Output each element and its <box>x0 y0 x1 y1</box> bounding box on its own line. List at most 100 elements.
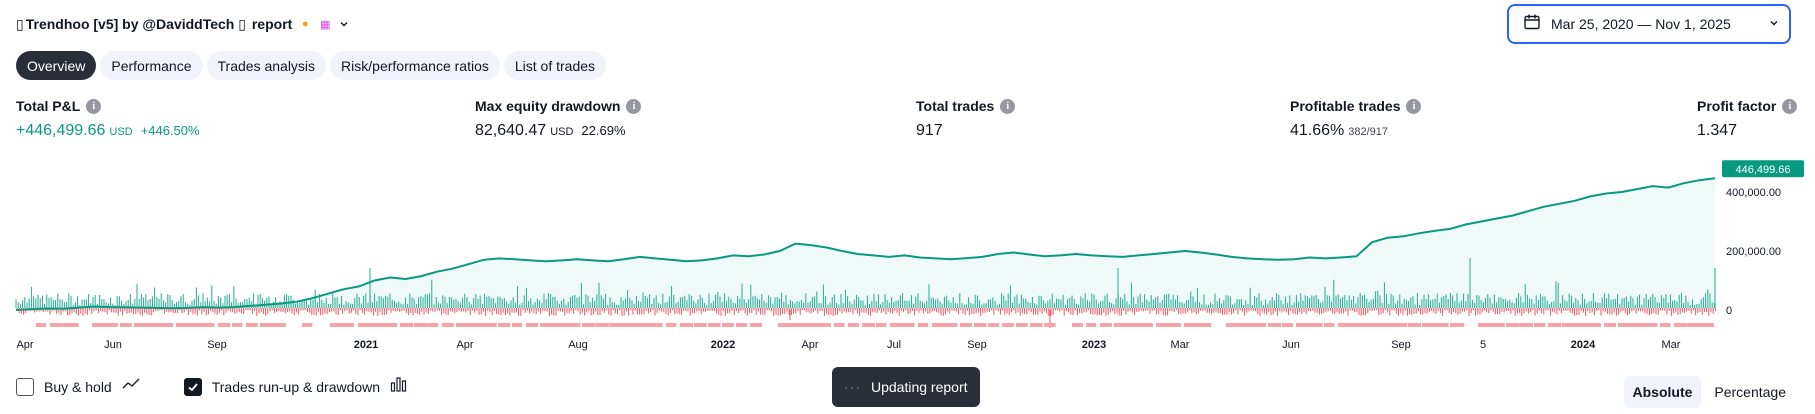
drawdown-strip-segment <box>1366 323 1381 327</box>
drawdown-strip-segment <box>106 323 118 327</box>
drawdown-strip-segment <box>1324 323 1335 327</box>
tab-trades-analysis[interactable]: Trades analysis <box>206 51 327 80</box>
percentage-option[interactable]: Percentage <box>1714 384 1786 400</box>
drawdown-strip-segment <box>260 323 275 327</box>
drawdown-strip-segment <box>848 323 859 327</box>
drawdown-strip-segment <box>960 323 973 327</box>
drawdown-strip-segment <box>456 323 471 327</box>
runup-drawdown-label: Trades run-up & drawdown <box>211 378 381 395</box>
drawdown-strip-segment <box>792 323 807 327</box>
x-axis-label: Jun <box>104 339 122 351</box>
metric-label: Total P&L <box>16 98 81 114</box>
drawdown-strip-segment <box>1142 323 1153 327</box>
drawdown-strip-segment <box>1254 323 1267 327</box>
drawdown-strip-segment <box>568 323 581 327</box>
date-range-picker[interactable]: Mar 25, 2020 — Nov 1, 2025 <box>1507 4 1791 44</box>
drawdown-strip-segment <box>386 323 398 327</box>
drawdown-strip-segment <box>512 323 523 327</box>
drawdown-strip-segment <box>722 323 734 327</box>
report-tabs: Overview Performance Trades analysis Ris… <box>16 51 607 80</box>
tab-performance[interactable]: Performance <box>100 51 203 80</box>
drawdown-strip-segment <box>358 323 374 327</box>
equity-chart-svg[interactable]: 400,000.00 200,000.00 0 446,499.66 Apr Jun Sep… <box>0 160 1815 360</box>
drawdown-strip-segment <box>484 323 497 327</box>
metric-max-drawdown: Max equity drawdown i 82,640.47 USD 22.69… <box>475 98 642 140</box>
x-axis-label: 2023 <box>1082 339 1106 351</box>
drawdown-strip-segment <box>1114 323 1130 327</box>
metric-detail: 382/917 <box>1348 126 1389 138</box>
drawdown-strip-segment <box>1674 323 1688 327</box>
drawdown-strip-segment <box>442 323 454 327</box>
scale-toggle: Absolute Percentage <box>1623 376 1796 408</box>
drawdown-strip-segment <box>92 323 107 327</box>
drawdown-strip-segment <box>1016 323 1028 327</box>
drawdown-strip-segment <box>666 323 677 327</box>
metric-value: 41.66% <box>1290 122 1345 139</box>
drawdown-strip-segment <box>526 323 539 327</box>
date-range-label: Mar 25, 2020 — Nov 1, 2025 <box>1551 16 1731 32</box>
drawdown-strip-segment <box>680 323 694 327</box>
x-axis-label: 2022 <box>711 339 735 351</box>
x-axis-label: Aug <box>568 339 588 351</box>
coin-icon: ● <box>301 18 309 30</box>
checkmark-icon <box>188 382 198 391</box>
x-axis-label: 5 <box>1480 339 1486 351</box>
equity-chart[interactable]: 400,000.00 200,000.00 0 446,499.66 Apr Jun Sep… <box>0 160 1815 360</box>
drawdown-strip-segment <box>50 323 64 327</box>
drawdown-strip-segment <box>1702 323 1715 327</box>
info-icon[interactable]: i <box>1782 98 1798 114</box>
calendar-badge-icon: ▦ <box>320 18 331 31</box>
drawdown-strip-segment <box>1422 323 1438 327</box>
drawdown-strip-segment <box>1380 323 1395 327</box>
metric-label: Total trades <box>916 98 995 114</box>
drawdown-strip-segment <box>1156 323 1172 327</box>
info-icon[interactable]: i <box>1406 98 1422 114</box>
drawdown-strip-segment <box>1044 323 1056 327</box>
metric-label: Profit factor <box>1697 98 1777 114</box>
tab-list-of-trades[interactable]: List of trades <box>503 51 607 80</box>
drawdown-strip-segment <box>1310 323 1323 327</box>
metric-label: Profitable trades <box>1290 98 1401 114</box>
chevron-down-icon[interactable] <box>338 18 350 30</box>
drawdown-strip-segment <box>1492 323 1505 327</box>
drawdown-strip-segment <box>1086 323 1097 327</box>
drawdown-strip-segment <box>246 323 258 327</box>
drawdown-strip-segment <box>946 323 958 327</box>
toast-label: Updating report <box>871 379 968 395</box>
drawdown-strip-segment <box>806 323 821 327</box>
metric-percent: 22.69% <box>581 123 626 138</box>
tab-risk-performance-ratios[interactable]: Risk/performance ratios <box>330 51 500 80</box>
loading-spinner-icon: ··· <box>844 379 861 395</box>
info-icon[interactable]: i <box>1000 98 1016 114</box>
drawdown-strip-segment <box>190 323 205 327</box>
tab-overview[interactable]: Overview <box>16 51 97 80</box>
metric-total-trades: Total trades i 917 <box>916 98 1016 140</box>
calendar-icon <box>1523 13 1541 36</box>
chart-options: Buy & hold Trades run-up & drawdown <box>16 376 408 397</box>
drawdown-strip-segment <box>64 323 79 327</box>
drawdown-strip-segment <box>120 323 132 327</box>
info-icon[interactable]: i <box>86 98 102 114</box>
metric-profitable-trades: Profitable trades i 41.66% 382/917 <box>1290 98 1422 140</box>
drawdown-strip-segment <box>400 323 414 327</box>
drawdown-strip-segment <box>148 323 164 327</box>
metric-profit-factor: Profit factor i 1.347 <box>1697 98 1798 140</box>
drawdown-strip-segment <box>176 323 191 327</box>
absolute-option[interactable]: Absolute <box>1623 376 1702 408</box>
strategy-icon: ▯ <box>16 15 24 32</box>
buy-hold-checkbox[interactable] <box>16 377 34 396</box>
drawdown-strip-segment <box>932 323 947 327</box>
drawdown-strip-segment <box>638 323 653 327</box>
drawdown-strip-segment <box>1240 323 1255 327</box>
drawdown-strip-segment <box>1534 323 1546 327</box>
equity-line <box>15 177 1716 311</box>
line-chart-icon <box>122 377 140 396</box>
drawdown-strip-segment <box>1548 323 1562 327</box>
metric-label: Max equity drawdown <box>475 98 621 114</box>
runup-drawdown-checkbox[interactable] <box>183 377 202 396</box>
drawdown-strip-segment <box>302 323 313 327</box>
drawdown-strip-segment <box>1478 323 1494 327</box>
info-icon[interactable]: i <box>626 98 642 114</box>
x-axis-label: 2024 <box>1571 339 1596 351</box>
drawdown-strip-segment <box>1268 323 1282 327</box>
